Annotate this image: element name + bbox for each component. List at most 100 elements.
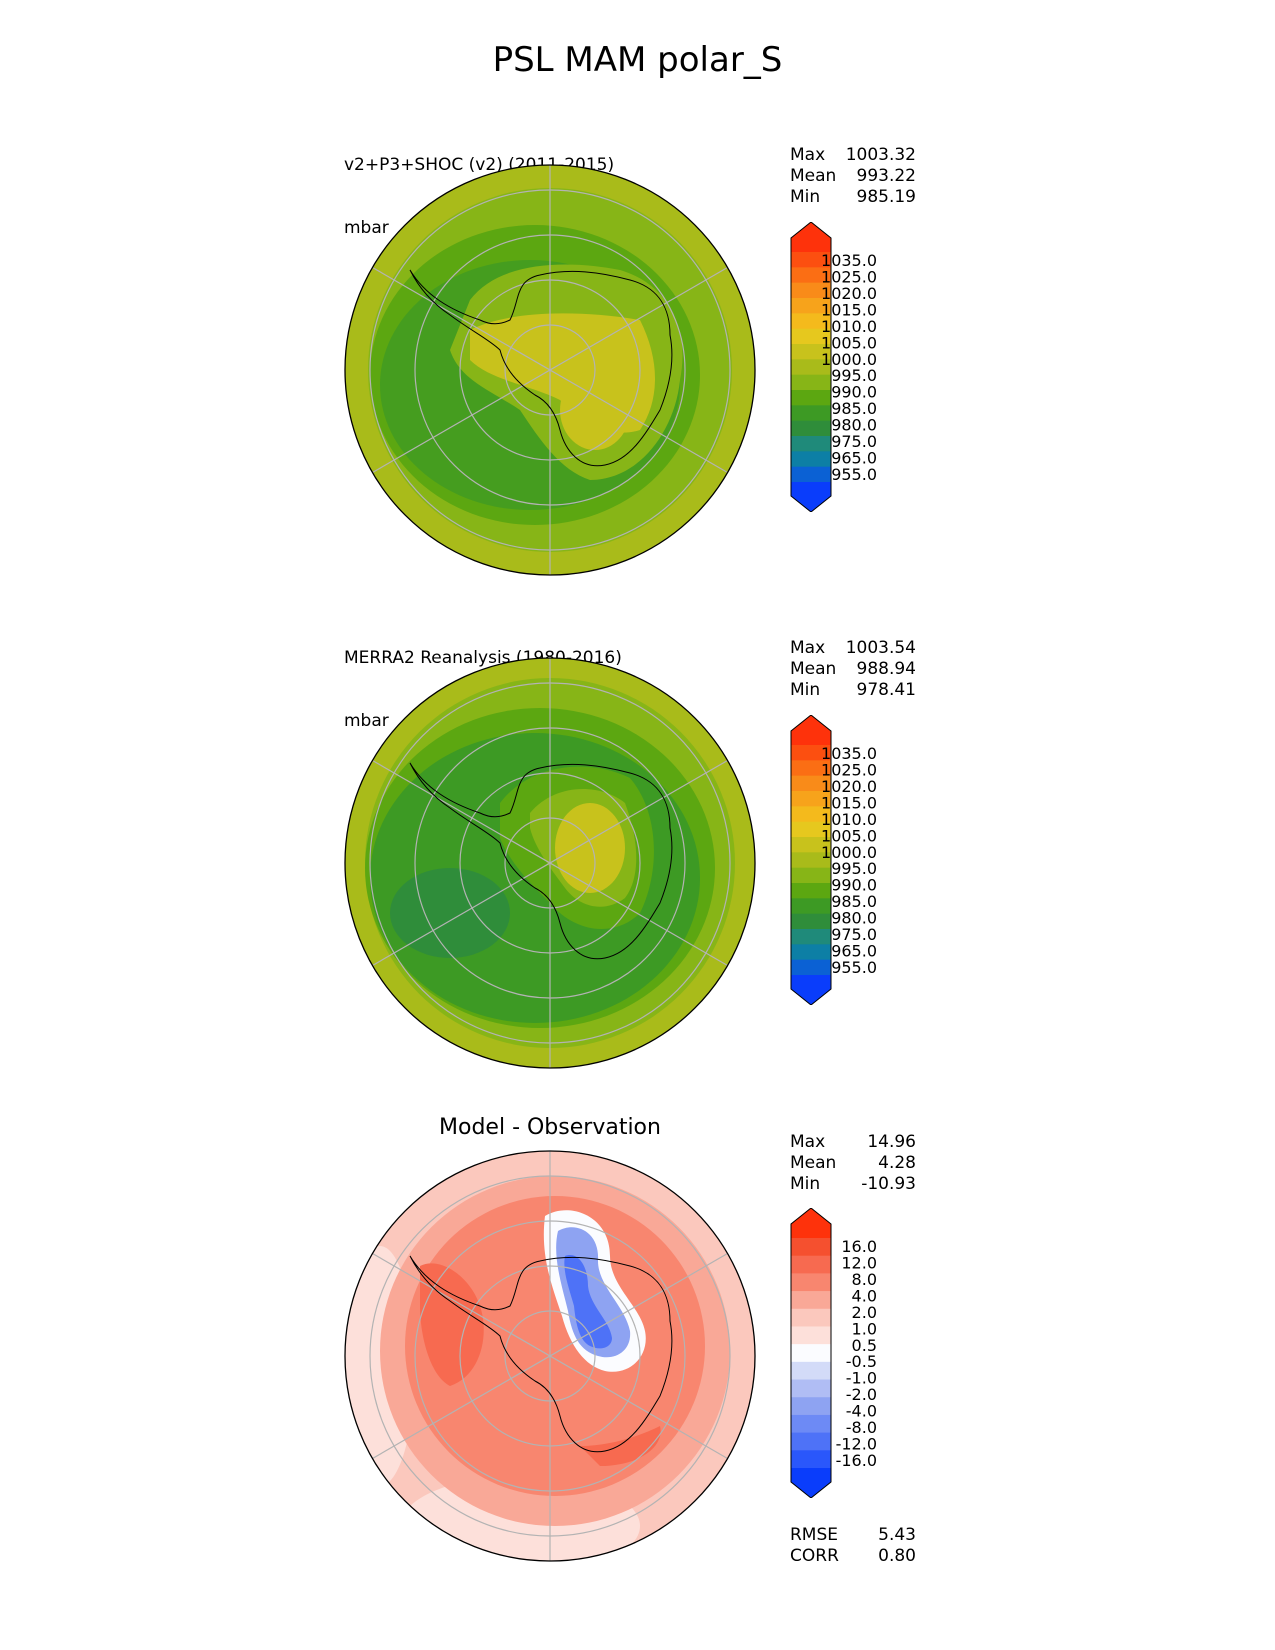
stat-min: Min -10.93 <box>790 1174 916 1194</box>
colorbar-extend-min <box>791 482 831 512</box>
colorbar-swatch <box>791 252 831 268</box>
colorbar-tick-label: 1035.0 <box>821 251 877 270</box>
panel-3-map <box>344 1150 756 1562</box>
colorbar-labels: 1035.01025.01020.01015.01010.01005.01000… <box>821 251 877 484</box>
colorbar-swatch <box>791 313 831 330</box>
panel-1-units: mbar <box>344 218 389 238</box>
colorbar-swatches <box>790 1208 832 1498</box>
stat-min: Min 978.41 <box>790 680 916 700</box>
colorbar-tick-label: 1005.0 <box>821 826 877 845</box>
colorbar-swatches <box>790 715 832 1005</box>
panel-3-colorbar: 16.012.08.04.02.01.00.5-0.5-1.0-2.0-4.0-… <box>790 1208 877 1498</box>
colorbar-tick-label: -16.0 <box>836 1451 877 1470</box>
colorbar-tick-label: 965.0 <box>831 941 877 960</box>
colorbar-tick-label: 990.0 <box>831 876 877 895</box>
colorbar-swatch <box>791 1361 831 1381</box>
colorbar-extend-max <box>791 715 831 745</box>
panel-1-stats: Max 1003.32 Mean 993.22 Min 985.19 <box>790 145 916 208</box>
colorbar-swatch <box>791 451 831 468</box>
colorbar-tick-label: 1035.0 <box>821 744 877 763</box>
panel-1-colorbar: 1035.01025.01020.01015.01010.01005.01000… <box>790 222 877 512</box>
colorbar-swatch <box>791 374 831 391</box>
colorbar-swatch <box>791 298 831 314</box>
colorbar-extend-max <box>791 1208 831 1238</box>
colorbar-swatch <box>791 1344 831 1363</box>
colorbar-tick-label: 1025.0 <box>821 761 877 780</box>
colorbar-tick-label: 1000.0 <box>821 843 877 862</box>
colorbar-extend-min <box>791 1468 831 1498</box>
colorbar-swatch <box>791 867 831 884</box>
colorbar-tick-label: 975.0 <box>831 925 877 944</box>
colorbar-tick-label: -8.0 <box>846 1418 877 1437</box>
colorbar-swatch <box>791 436 831 452</box>
colorbar-tick-label: 1005.0 <box>821 333 877 352</box>
colorbar-swatches <box>790 222 832 512</box>
colorbar-tick-label: 1025.0 <box>821 268 877 287</box>
colorbar-labels: 1035.01025.01020.01015.01010.01005.01000… <box>821 744 877 977</box>
colorbar-tick-label: -2.0 <box>846 1385 877 1404</box>
colorbar-swatch <box>791 821 831 838</box>
colorbar-tick-label: 995.0 <box>831 366 877 385</box>
colorbar-tick-label: 955.0 <box>831 465 877 484</box>
panel-2-units: mbar <box>344 711 389 731</box>
stat-max: Max 1003.54 <box>790 638 916 658</box>
colorbar-extend-min <box>791 975 831 1005</box>
colorbar-swatch <box>791 1397 831 1416</box>
colorbar-swatch <box>791 1238 831 1257</box>
colorbar-tick-label: -1.0 <box>846 1369 877 1388</box>
colorbar-swatch <box>791 760 831 777</box>
colorbar-tick-label: 1.0 <box>852 1319 877 1338</box>
colorbar-outline <box>790 222 832 512</box>
colorbar-tick-label: 985.0 <box>831 399 877 418</box>
stat-mean: Mean 988.94 <box>790 659 916 679</box>
panel-1-map <box>344 164 756 576</box>
colorbar-swatch <box>791 466 831 483</box>
colorbar-tick-label: 1015.0 <box>821 794 877 813</box>
colorbar-outline <box>790 715 832 1005</box>
colorbar-tick-label: 965.0 <box>831 448 877 467</box>
colorbar-tick-label: 990.0 <box>831 383 877 402</box>
colorbar-tick-label: -4.0 <box>846 1402 877 1421</box>
colorbar-swatch <box>791 267 831 284</box>
colorbar-swatch <box>791 837 831 853</box>
colorbar-swatch <box>791 775 831 792</box>
colorbar-tick-label: -0.5 <box>846 1352 877 1371</box>
colorbar-labels: 16.012.08.04.02.01.00.5-0.5-1.0-2.0-4.0-… <box>836 1237 877 1470</box>
colorbar-swatch <box>791 959 831 976</box>
figure-title: PSL MAM polar_S <box>492 40 783 80</box>
colorbar-swatch <box>791 1291 831 1310</box>
colorbar-swatch <box>791 1255 831 1274</box>
colorbar-swatch <box>791 328 831 345</box>
colorbar-swatch <box>791 1414 831 1434</box>
stat-max: Max 1003.32 <box>790 145 916 165</box>
colorbar-tick-label: 1000.0 <box>821 350 877 369</box>
colorbar-tick-label: 1015.0 <box>821 301 877 320</box>
colorbar-swatch <box>791 1379 831 1398</box>
colorbar-swatch <box>791 1273 831 1292</box>
colorbar-swatch <box>791 1326 831 1345</box>
panel-3-stats: Max 14.96 Mean 4.28 Min -10.93 <box>790 1132 916 1195</box>
colorbar-extend-max <box>791 222 831 252</box>
colorbar-tick-label: 12.0 <box>841 1254 877 1273</box>
panel-2-stats: Max 1003.54 Mean 988.94 Min 978.41 <box>790 638 916 701</box>
stat-min: Min 985.19 <box>790 187 916 207</box>
colorbar-tick-label: 0.5 <box>852 1336 877 1355</box>
colorbar-outline <box>790 1208 832 1498</box>
colorbar-tick-label: -12.0 <box>836 1434 877 1453</box>
stat-corr: CORR 0.80 <box>790 1546 916 1566</box>
panel-2-map <box>344 657 756 1069</box>
colorbar-tick-label: 8.0 <box>852 1270 877 1289</box>
colorbar-swatch <box>791 791 831 807</box>
colorbar-swatch <box>791 883 831 899</box>
colorbar-tick-label: 1010.0 <box>821 810 877 829</box>
colorbar-swatch <box>791 745 831 761</box>
colorbar-swatch <box>791 282 831 299</box>
colorbar-swatch <box>791 806 831 823</box>
colorbar-tick-label: 975.0 <box>831 432 877 451</box>
colorbar-swatch <box>791 420 831 437</box>
colorbar-tick-label: 980.0 <box>831 416 877 435</box>
colorbar-tick-label: 16.0 <box>841 1237 877 1256</box>
colorbar-swatch <box>791 1308 831 1327</box>
stat-mean: Mean 993.22 <box>790 166 916 186</box>
colorbar-tick-label: 2.0 <box>852 1303 877 1322</box>
